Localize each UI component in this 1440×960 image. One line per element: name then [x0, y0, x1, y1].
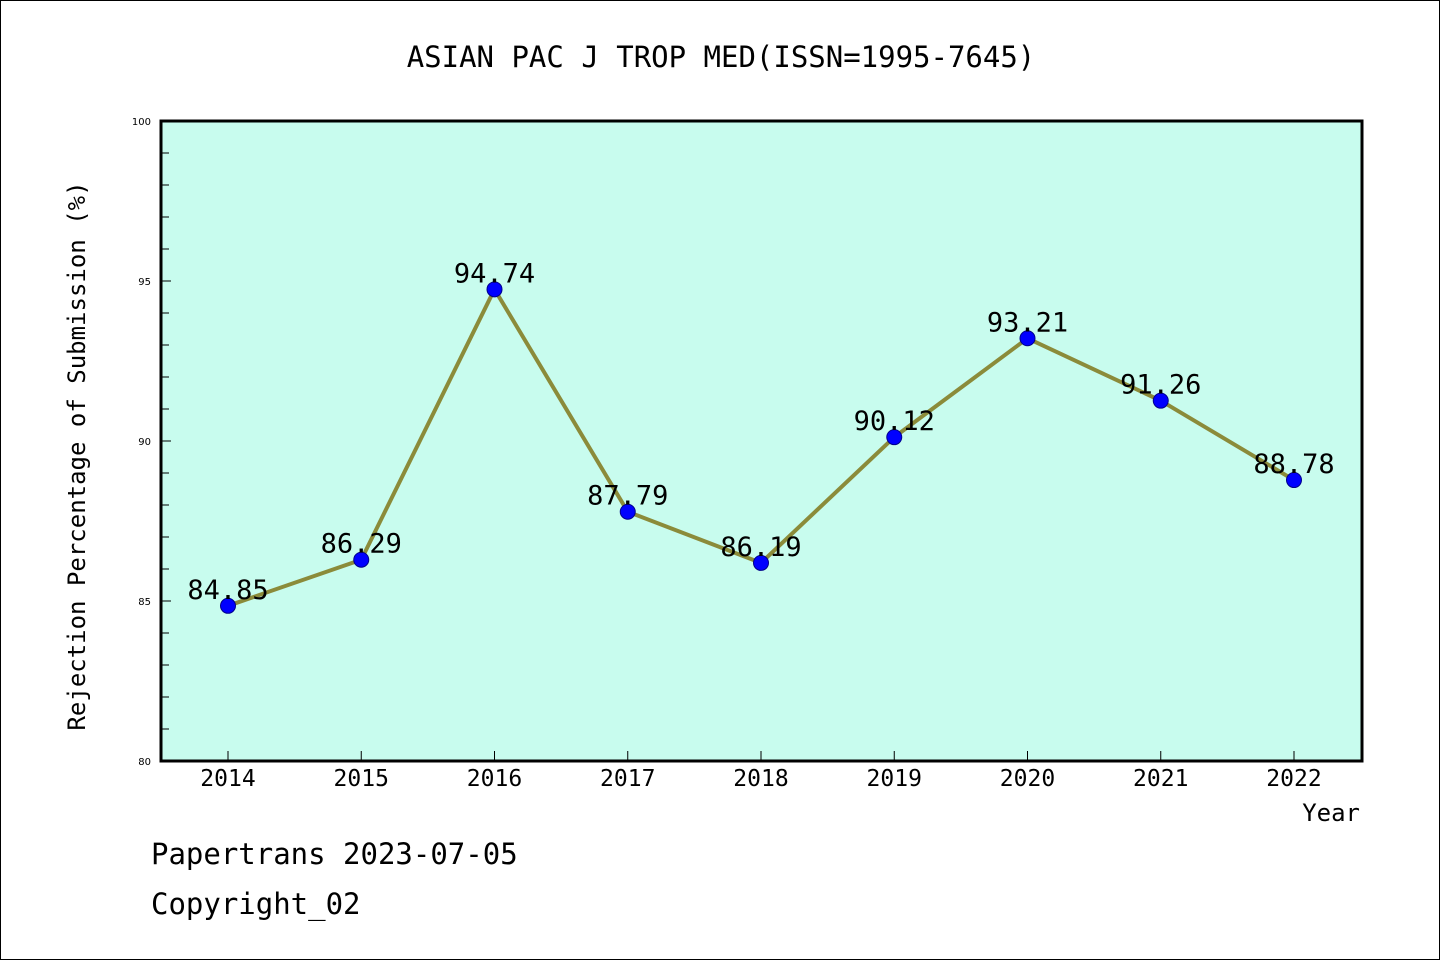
data-label: 86.19	[720, 532, 801, 563]
plot-area	[159, 119, 1364, 763]
x-tick-label: 2016	[467, 766, 522, 792]
y-tick-label: 95	[138, 277, 151, 288]
x-tick-label: 2020	[1000, 766, 1055, 792]
data-point	[1152, 392, 1169, 409]
y-axis: 80 85 90 95 100	[132, 117, 171, 768]
y-tick-label: 80	[138, 757, 151, 768]
y-tick-label: 100	[132, 117, 151, 128]
data-point	[619, 503, 636, 520]
footer-date-line: Papertrans 2023-07-05	[151, 837, 518, 871]
x-tick-label: 2018	[733, 766, 788, 792]
y-tick-label: 90	[138, 437, 151, 448]
x-axis-label: Year	[1302, 799, 1360, 827]
markers-group	[220, 281, 1302, 614]
data-point	[753, 554, 769, 571]
data-label: 88.78	[1253, 449, 1334, 480]
data-point	[1019, 330, 1036, 347]
footer-copyright-line: Copyright_02	[151, 887, 361, 921]
data-point	[353, 551, 370, 568]
data-label: 87.79	[587, 481, 668, 512]
x-tick-label: 2017	[600, 766, 655, 792]
data-label: 84.85	[187, 575, 268, 606]
x-axis: 2014 2015 2016 2017 2018 2019 2020 2021 2022	[200, 751, 1322, 792]
data-point	[1286, 472, 1302, 489]
data-labels-group: 84.85 86.29 94.74 87.79 86.19 90.12 93.21 91.26…	[187, 258, 1334, 605]
data-label: 94.74	[454, 258, 535, 289]
x-tick-label: 2022	[1266, 766, 1321, 792]
data-point	[220, 597, 236, 614]
chart-title: ASIAN PAC J TROP MED(ISSN=1995-7645)	[407, 40, 1036, 74]
data-point	[486, 281, 503, 298]
x-tick-label: 2014	[200, 766, 255, 792]
y-axis-label: Rejection Percentage of Submission (%)	[63, 181, 91, 730]
y-tick-label: 85	[138, 597, 151, 608]
x-tick-label: 2021	[1133, 766, 1188, 792]
x-tick-label: 2019	[867, 766, 922, 792]
data-label: 93.21	[987, 307, 1068, 338]
data-point	[886, 429, 903, 446]
data-label: 86.29	[321, 529, 402, 560]
data-label: 90.12	[854, 406, 935, 437]
data-label: 91.26	[1120, 370, 1201, 401]
x-tick-label: 2015	[334, 766, 389, 792]
